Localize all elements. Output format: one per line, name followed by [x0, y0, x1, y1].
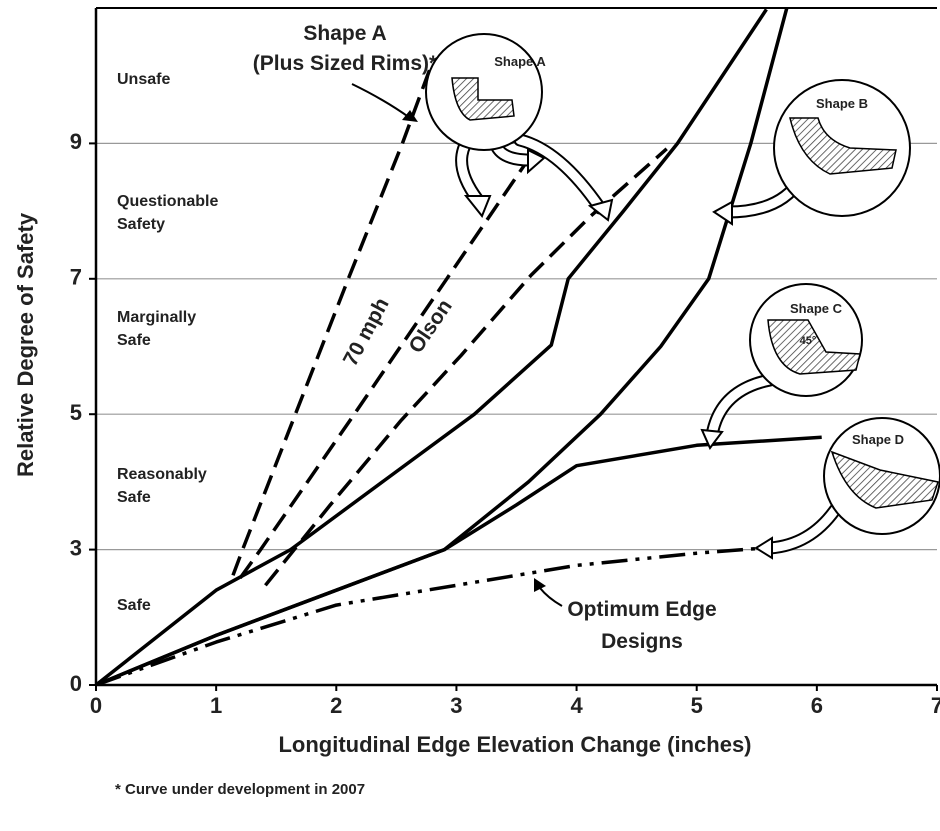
- annotation-line: Optimum Edge: [567, 598, 716, 621]
- annotation-line: Shape A: [303, 22, 386, 45]
- region-label: Reasonably Safe: [117, 466, 207, 506]
- x-tick-label: 3: [450, 693, 462, 718]
- curve: [264, 147, 668, 587]
- region-line: Safety: [117, 216, 165, 233]
- x-tick-label: 4: [570, 693, 583, 718]
- callout-arrowheads: [463, 148, 773, 560]
- shape-bubbles: [425, 33, 940, 535]
- region-label: Questionable Safety: [117, 193, 218, 233]
- annotation-line: (Plus Sized Rims)*: [253, 52, 438, 75]
- shape-label: Shape A: [494, 54, 546, 69]
- curve: [96, 435, 822, 685]
- curve: [96, 546, 762, 685]
- region-line: Reasonably: [117, 466, 207, 483]
- y-tick-label: 7: [70, 265, 82, 290]
- y-tick-label: 3: [70, 535, 82, 560]
- x-tick-label: 6: [811, 693, 823, 718]
- curve: [96, 8, 768, 685]
- annotation: Shape A (Plus Sized Rims)*: [253, 22, 438, 75]
- x-tick-label: 0: [90, 693, 102, 718]
- annotation: Optimum Edge Designs: [567, 598, 716, 653]
- x-axis-title: Longitudinal Edge Elevation Change (inch…: [278, 732, 751, 757]
- region-label: Marginally Safe: [117, 309, 196, 349]
- x-tick-label: 5: [691, 693, 703, 718]
- shape-label: Shape C: [790, 301, 843, 316]
- region-line: Safe: [117, 489, 151, 506]
- region-label: Safe: [117, 597, 151, 614]
- footnote: * Curve under development in 2007: [115, 781, 365, 798]
- y-axis-title: Relative Degree of Safety: [13, 212, 38, 477]
- y-tick-label: 5: [70, 400, 82, 425]
- region-line: Safe: [117, 597, 151, 614]
- annotation-line: Designs: [601, 630, 683, 653]
- shape-label: Shape D: [852, 432, 904, 447]
- pointer: [539, 587, 563, 607]
- shape-label: Shape B: [816, 96, 868, 111]
- angle-label: 45°: [800, 335, 817, 347]
- curve: [238, 154, 533, 580]
- arrowhead: [402, 110, 418, 122]
- pointer: [351, 83, 411, 119]
- curve: [231, 61, 435, 576]
- x-tick-label: 7: [931, 693, 940, 718]
- arrowhead: [534, 578, 546, 592]
- region-line: Unsafe: [117, 71, 170, 88]
- region-line: Marginally: [117, 309, 196, 326]
- region-label: Unsafe: [117, 71, 170, 88]
- x-tick-label: 1: [210, 693, 222, 718]
- y-tick-label: 9: [70, 129, 82, 154]
- x-tick-label: 2: [330, 693, 342, 718]
- region-line: Safe: [117, 332, 151, 349]
- region-line: Questionable: [117, 193, 218, 210]
- y-tick-label: 0: [70, 671, 82, 696]
- curve-label: 70 mph: [339, 294, 394, 370]
